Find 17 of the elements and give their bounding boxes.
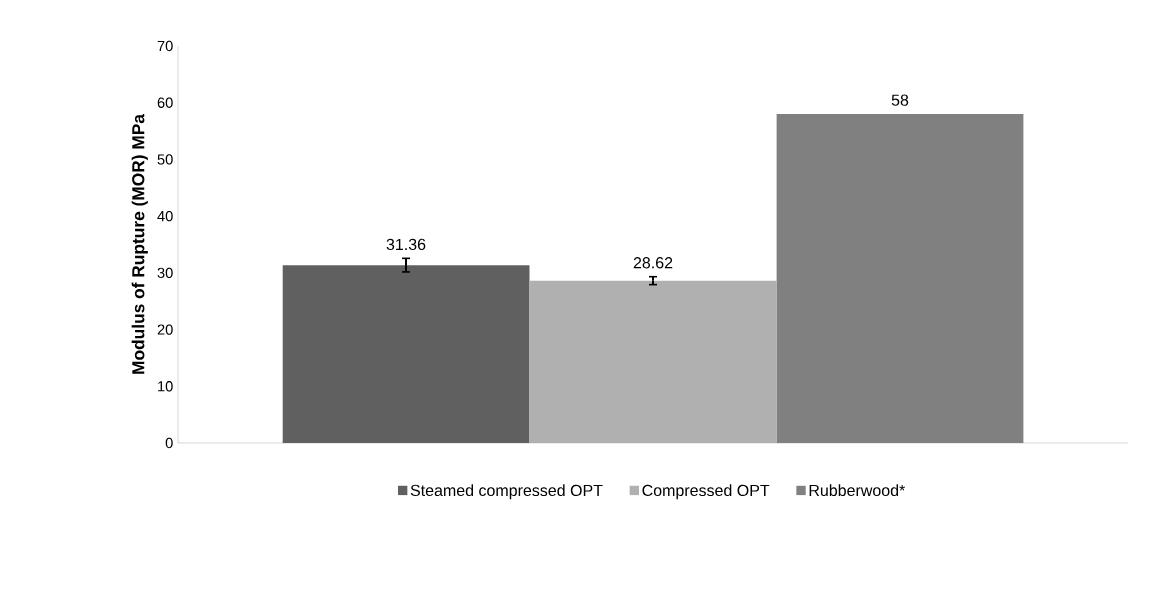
data-label: 58 — [891, 94, 909, 106]
y-tick-label: 20 — [157, 324, 173, 335]
y-tick-label: 0 — [165, 437, 173, 449]
y-tick-label: 30 — [157, 267, 173, 279]
bar — [282, 265, 530, 443]
y-tick-label: 40 — [157, 210, 173, 222]
y-axis-title: Modulus of Rupture (MOR) MPa — [131, 113, 148, 374]
y-tick-label: 10 — [158, 381, 173, 392]
legend-label: Compressed OPT — [642, 484, 770, 500]
bar — [776, 114, 1024, 443]
legend-label: Steamed compressed OPT — [410, 484, 603, 500]
y-tick-label: 60 — [157, 97, 173, 108]
y-tick-label: 70 — [157, 40, 173, 52]
data-label: 28.62 — [633, 257, 673, 269]
y-tick-label: 50 — [157, 154, 173, 165]
data-label: 31.36 — [386, 238, 426, 251]
legend-label: Rubberwood* — [809, 484, 906, 497]
